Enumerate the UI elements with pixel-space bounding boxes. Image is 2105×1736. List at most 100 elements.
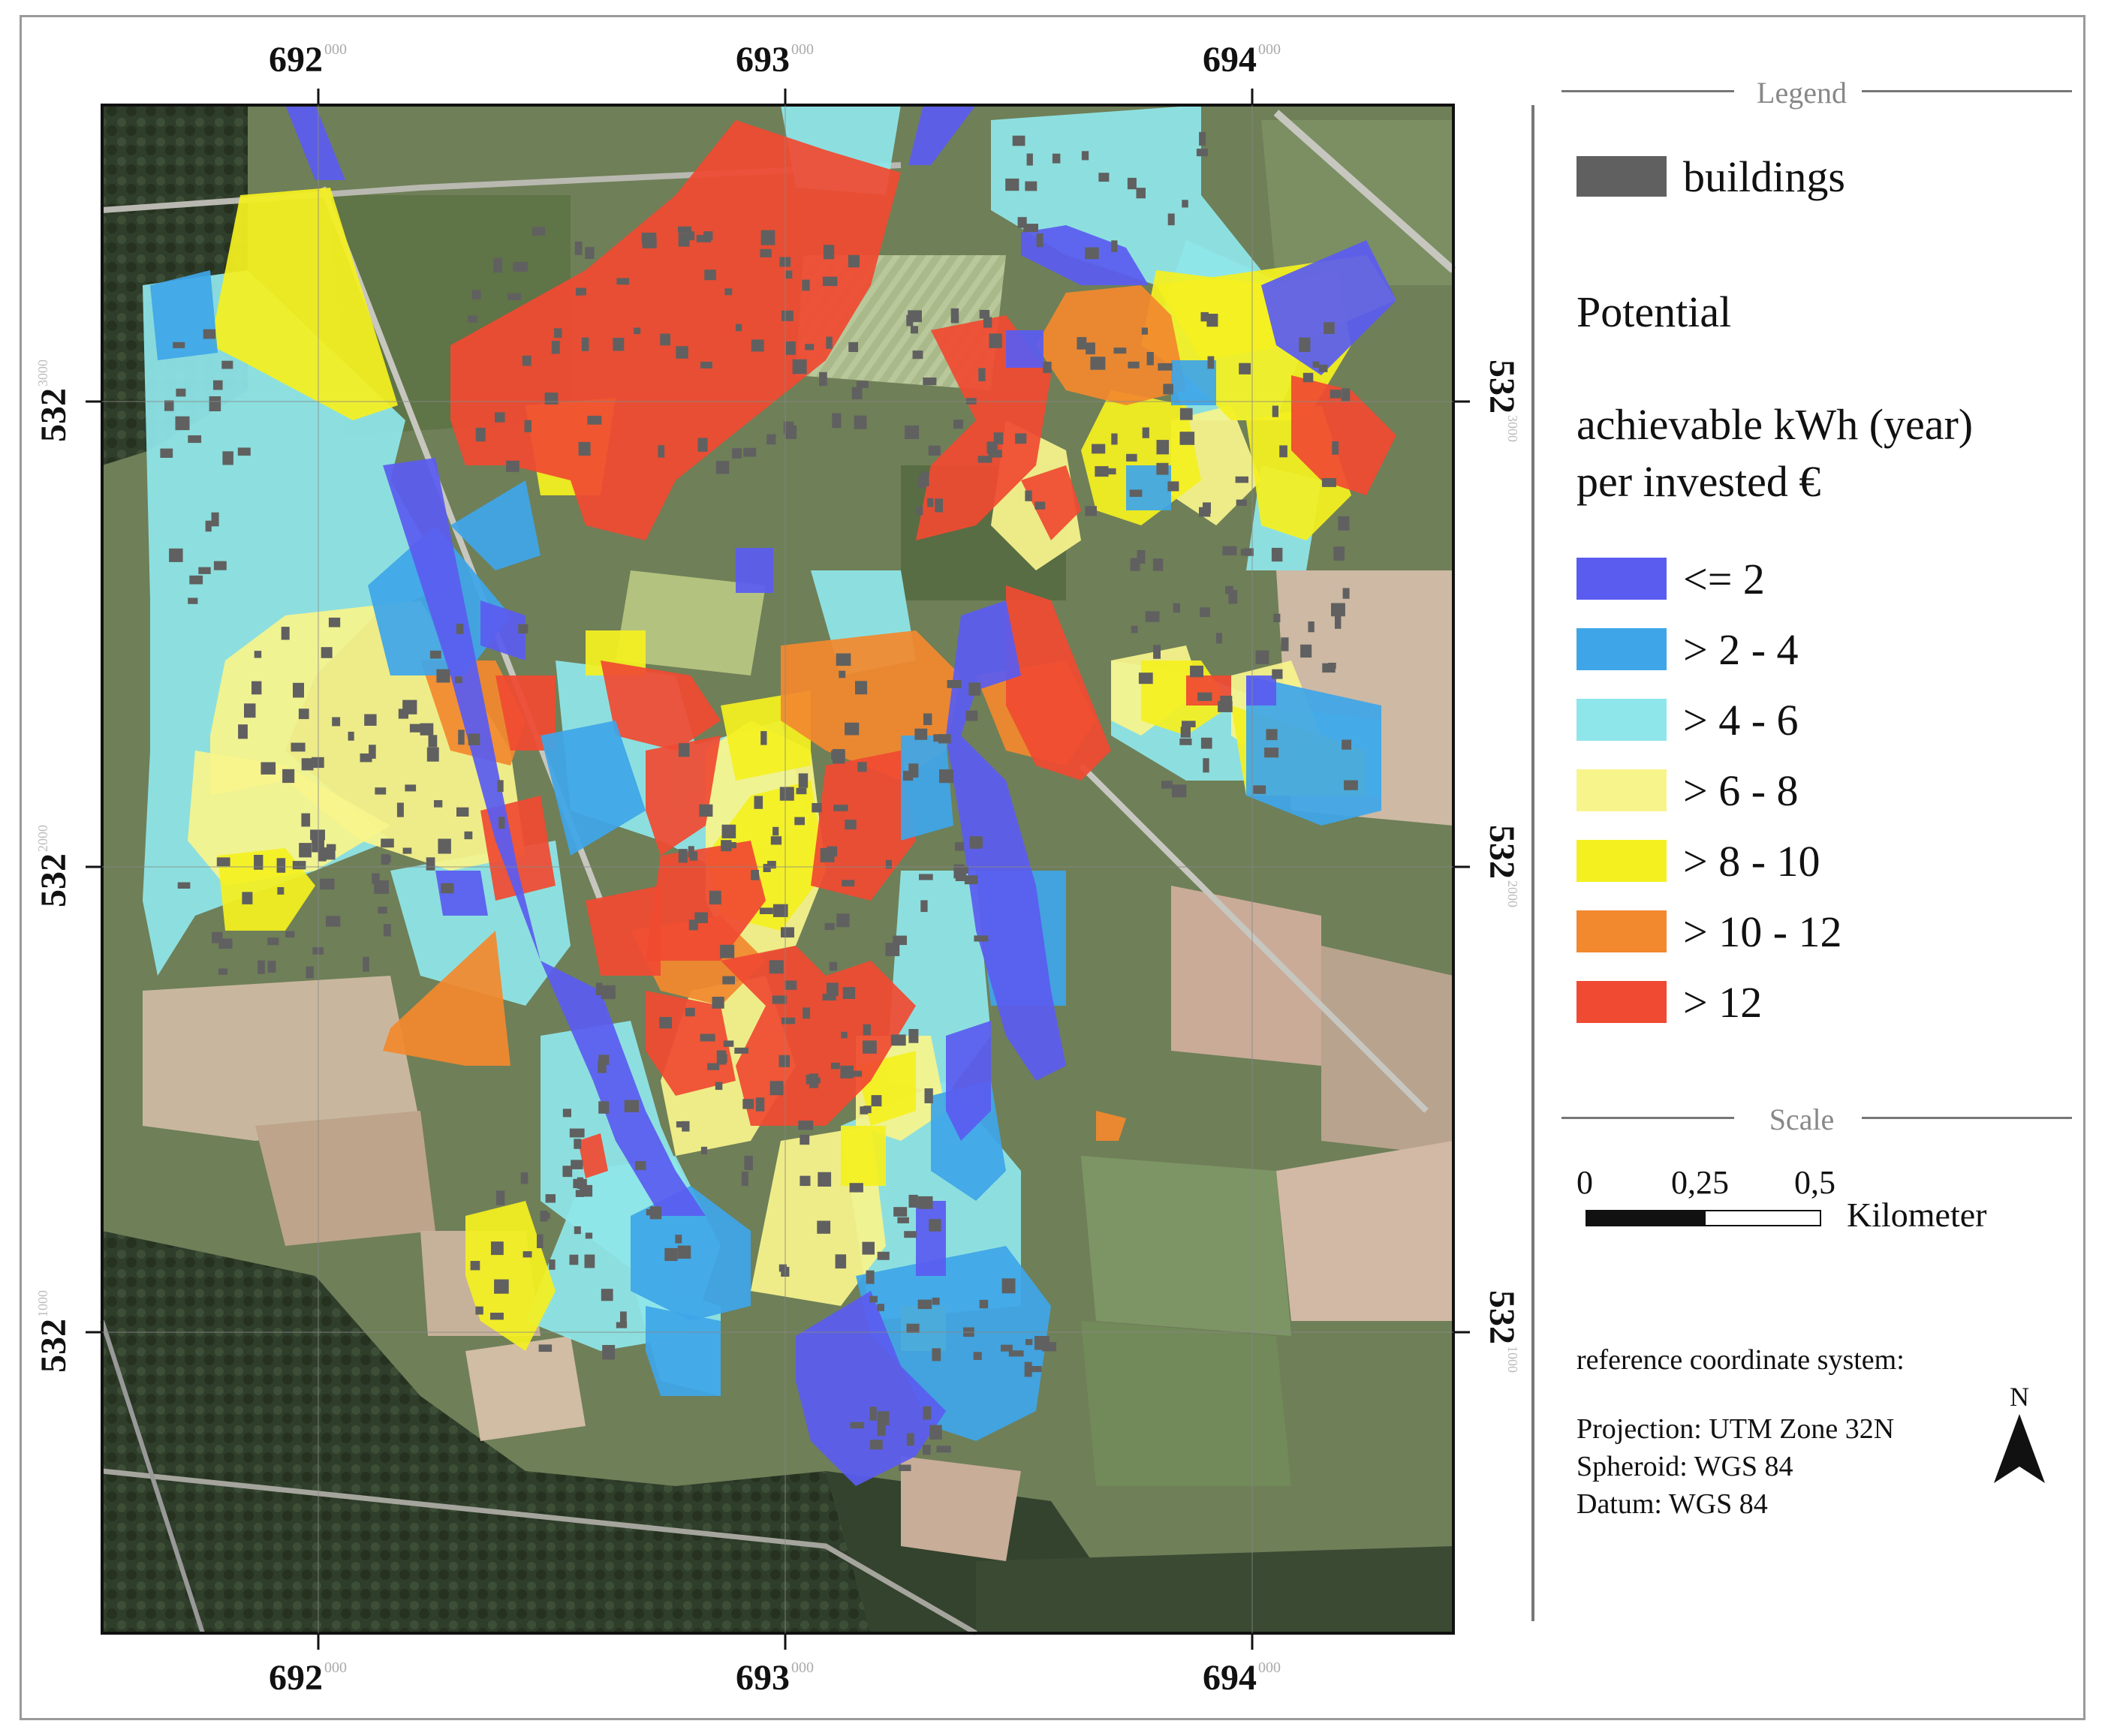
building-footprint — [1043, 361, 1052, 373]
building-footprint — [709, 890, 721, 905]
legend-class-3: > 6 - 8 — [1576, 766, 1799, 815]
building-footprint — [785, 270, 793, 279]
building-footprint — [620, 1311, 627, 1324]
building-footprint — [1085, 247, 1099, 260]
scale-tick-05: 0,5 — [1794, 1164, 1835, 1201]
building-footprint — [778, 1055, 791, 1067]
building-footprint — [1005, 178, 1019, 191]
building-footprint — [735, 323, 742, 332]
building-footprint — [464, 831, 473, 840]
map-frame — [20, 15, 2085, 1720]
building-footprint — [587, 415, 602, 425]
building-footprint — [712, 997, 724, 1009]
building-footprint — [218, 968, 228, 975]
x-tick-bottom-693: 693 000 — [736, 1658, 814, 1698]
scale-tick-0: 0 — [1576, 1164, 1593, 1201]
building-footprint — [1196, 149, 1208, 157]
building-footprint — [841, 1031, 848, 1039]
building-footprint — [836, 913, 850, 928]
building-footprint — [221, 360, 233, 369]
building-footprint — [857, 762, 867, 772]
potential-heading: Potential — [1576, 287, 1732, 336]
building-footprint — [869, 1407, 877, 1421]
building-footprint — [1220, 695, 1233, 704]
building-footprint — [953, 420, 963, 429]
legend-class-1: > 2 - 4 — [1576, 625, 1799, 674]
building-footprint — [845, 722, 860, 736]
building-footprint — [893, 1207, 908, 1217]
building-footprint — [456, 807, 469, 817]
class-label: > 10 - 12 — [1683, 907, 1842, 956]
building-footprint — [520, 1172, 529, 1184]
building-footprint — [1034, 1336, 1049, 1350]
building-footprint — [381, 838, 394, 848]
building-footprint — [602, 1345, 616, 1360]
building-footprint — [950, 308, 959, 323]
building-footprint — [845, 820, 857, 830]
building-footprint — [863, 1024, 871, 1036]
building-footprint — [885, 859, 892, 869]
building-footprint — [1156, 462, 1169, 475]
building-footprint — [848, 341, 858, 352]
x-tick-top-693: 693 000 — [736, 40, 814, 80]
building-footprint — [537, 1234, 544, 1248]
building-footprint — [506, 460, 519, 472]
building-footprint — [321, 647, 333, 658]
x-tick-bottom-692: 692 000 — [269, 1658, 347, 1698]
building-footprint — [977, 456, 992, 463]
building-footprint — [921, 471, 929, 486]
building-footprint — [760, 248, 772, 257]
building-footprint — [493, 257, 503, 273]
crs-projection: Projection: UTM Zone 32N — [1576, 1413, 1895, 1445]
building-footprint — [869, 1295, 878, 1303]
building-footprint — [842, 987, 856, 999]
building-footprint — [800, 1134, 810, 1145]
building-footprint — [369, 745, 376, 759]
class-swatch — [1576, 769, 1667, 811]
building-footprint — [237, 447, 251, 456]
building-footprint — [1025, 490, 1032, 501]
building-footprint — [456, 624, 464, 634]
building-footprint — [715, 1082, 723, 1091]
building-footprint — [1152, 558, 1164, 571]
building-footprint — [688, 846, 694, 858]
building-footprint — [685, 1007, 695, 1017]
building-footprint — [211, 512, 219, 527]
building-footprint — [1167, 481, 1179, 492]
building-footprint — [1332, 441, 1339, 455]
building-footprint — [532, 227, 545, 236]
scale-segment-black — [1586, 1210, 1706, 1226]
legend-class-5: > 10 - 12 — [1576, 907, 1842, 956]
building-footprint — [1153, 645, 1161, 659]
building-footprint — [238, 724, 248, 739]
building-footprint — [364, 714, 377, 726]
building-footprint — [458, 730, 465, 745]
building-footprint — [854, 415, 867, 429]
building-footprint — [910, 326, 918, 334]
building-footprint — [1025, 181, 1037, 191]
building-footprint — [707, 1063, 720, 1070]
building-footprint — [741, 1172, 748, 1186]
building-footprint — [784, 980, 797, 990]
building-footprint — [218, 938, 233, 949]
building-footprint — [781, 1017, 796, 1024]
building-footprint — [1141, 327, 1148, 335]
building-footprint — [475, 427, 486, 442]
building-footprint — [1052, 153, 1061, 164]
building-footprint — [1218, 701, 1233, 712]
building-footprint — [836, 653, 851, 666]
class-label: > 12 — [1683, 977, 1763, 1027]
building-footprint — [1077, 337, 1087, 350]
building-footprint — [1300, 644, 1312, 658]
building-footprint — [1308, 621, 1314, 633]
building-footprint — [575, 1190, 584, 1197]
building-footprint — [851, 387, 863, 399]
y-tick-right-1000: 5321000 — [1482, 1290, 1522, 1373]
building-footprint — [326, 916, 341, 927]
class-swatch — [1576, 699, 1667, 741]
building-footprint — [1023, 224, 1038, 233]
scale-bar: 0 0,25 0,5 Kilometer — [1576, 1163, 2102, 1253]
building-footprint — [863, 1040, 877, 1054]
scale-tick-025: 0,25 — [1671, 1164, 1729, 1201]
building-footprint — [694, 912, 708, 923]
